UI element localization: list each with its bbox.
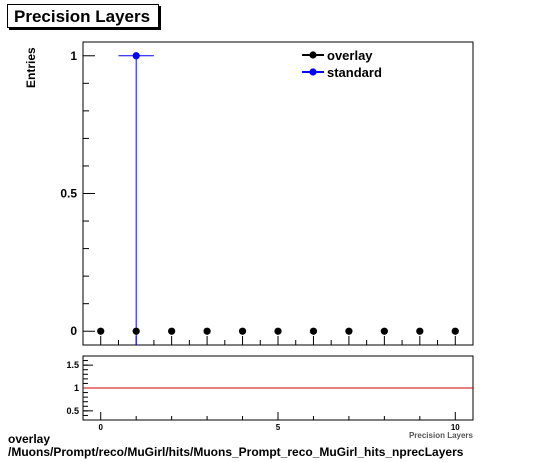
x-axis-label: Precision Layers [409, 431, 474, 440]
main-data-marks [97, 52, 459, 345]
overlay-point [238, 327, 247, 335]
ratio-x-tick-label: 0 [99, 423, 104, 432]
overlay-point [168, 327, 176, 335]
y-tick-label: 0 [70, 324, 77, 338]
standard-point [132, 52, 140, 60]
legend-marker-overlay [309, 51, 317, 59]
footer-overlay-label: overlay [8, 432, 51, 446]
ratio-y-tick-label: 1 [74, 383, 79, 393]
ratio-x-tick-label: 5 [276, 423, 281, 432]
legend-label-standard: standard [327, 65, 382, 80]
overlay-point [203, 327, 211, 335]
main-x-ticks [100, 336, 456, 345]
y-tick-label: 1 [70, 49, 77, 63]
overlay-point [380, 327, 388, 335]
main-plot-frame [82, 41, 474, 346]
overlay-point [97, 327, 105, 335]
main-y-ticks: 00.51 [60, 49, 95, 338]
ratio-y-tick-label: 1.5 [66, 360, 79, 370]
overlay-point [345, 327, 353, 335]
ratio-x-tick-label: 10 [451, 423, 460, 432]
legend-label-overlay: overlay [327, 48, 373, 63]
overlay-point [451, 327, 459, 335]
main-plot-border [82, 41, 474, 346]
ratio-y-tick-label: 0.5 [66, 406, 79, 416]
overlay-point [132, 327, 140, 335]
overlay-point [274, 327, 282, 335]
chart-title: Precision Layers [7, 4, 159, 28]
overlay-point [416, 327, 424, 335]
legend: overlay standard [302, 48, 382, 80]
y-tick-label: 0.5 [60, 187, 77, 201]
overlay-point [309, 327, 318, 335]
footer-histogram-path: /Muons/Prompt/reco/MuGirl/hits/Muons_Pro… [8, 445, 464, 459]
legend-marker-standard [309, 68, 317, 76]
